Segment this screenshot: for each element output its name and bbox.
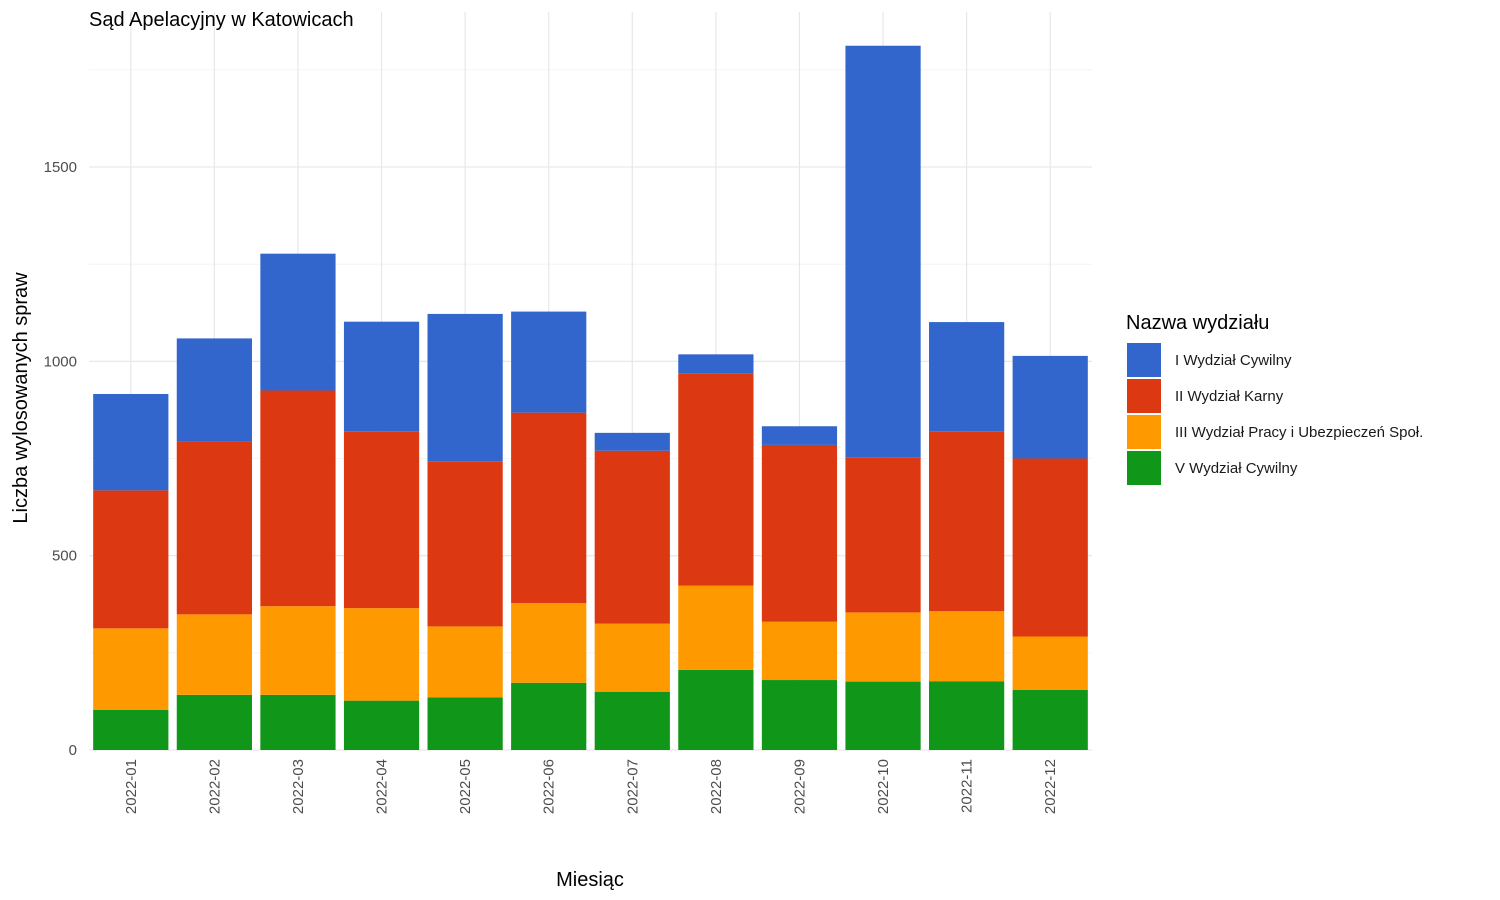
bar-segment xyxy=(260,694,336,750)
bar-segment xyxy=(761,680,838,750)
bar-segment xyxy=(343,608,420,701)
bar-segment xyxy=(594,450,670,624)
bar-segment xyxy=(929,611,1005,682)
x-tick-label: 2022-06 xyxy=(541,759,558,814)
x-tick-label: 2022-05 xyxy=(457,759,474,814)
bars xyxy=(93,45,1088,750)
bar-segment xyxy=(93,393,169,491)
legend-key xyxy=(1127,379,1161,413)
bar-segment xyxy=(1012,636,1088,690)
legend-key xyxy=(1127,343,1161,377)
bar-segment xyxy=(594,432,670,451)
bar-segment xyxy=(761,426,838,445)
bar-segment xyxy=(427,313,503,462)
x-tick-label: 2022-11 xyxy=(959,759,976,813)
bar-segment xyxy=(427,697,503,750)
bar-segment xyxy=(343,431,420,609)
bar-segment xyxy=(93,490,169,629)
bar-segment xyxy=(176,441,252,615)
y-tick-label: 500 xyxy=(52,548,77,565)
bar-segment xyxy=(176,614,252,695)
bar-segment xyxy=(1012,458,1088,637)
bar-segment xyxy=(343,321,420,432)
x-tick-label: 2022-03 xyxy=(290,759,307,814)
bar-segment xyxy=(678,354,754,374)
y-axis-title: Liczba wylosowanych spraw xyxy=(10,272,32,524)
bar-segment xyxy=(678,585,754,670)
x-tick-label: 2022-02 xyxy=(206,759,223,814)
x-tick-label: 2022-08 xyxy=(708,759,725,814)
bar-segment xyxy=(929,431,1005,612)
x-tick-label: 2022-01 xyxy=(123,759,140,814)
legend-label: V Wydział Cywilny xyxy=(1175,460,1298,477)
x-tick-label: 2022-10 xyxy=(875,759,892,814)
bar-segment xyxy=(427,626,503,698)
bar-segment xyxy=(678,373,754,586)
legend-key xyxy=(1127,415,1161,449)
legend: Nazwa wydziału I Wydział Cywilny II Wydzi… xyxy=(1126,312,1423,485)
bar-segment xyxy=(594,623,670,692)
chart-title: Sąd Apelacyjny w Katowicach xyxy=(89,9,354,31)
bar-segment xyxy=(845,681,921,750)
bar-segment xyxy=(845,457,921,613)
bar-segment xyxy=(929,322,1005,432)
legend-label: III Wydział Pracy i Ubezpieczeń Społ. xyxy=(1175,424,1423,441)
bar-segment xyxy=(260,390,336,607)
bar-segment xyxy=(511,682,587,750)
y-tick-label: 0 xyxy=(69,742,77,759)
bar-segment xyxy=(176,338,252,442)
bar-segment xyxy=(176,694,252,750)
y-axis-ticks: 0 500 1000 1500 xyxy=(44,159,77,759)
bar-segment xyxy=(845,45,921,458)
x-tick-label: 2022-12 xyxy=(1042,759,1059,814)
legend-label: II Wydział Karny xyxy=(1175,388,1284,405)
legend-label: I Wydział Cywilny xyxy=(1175,352,1292,369)
bar-segment xyxy=(845,612,921,682)
bar-segment xyxy=(511,311,587,413)
bar-segment xyxy=(1012,355,1088,459)
bar-segment xyxy=(93,628,169,710)
bar-segment xyxy=(1012,689,1088,750)
x-tick-label: 2022-04 xyxy=(374,759,391,814)
bar-segment xyxy=(929,681,1005,750)
bar-segment xyxy=(260,606,336,695)
bar-segment xyxy=(511,412,587,604)
legend-title: Nazwa wydziału xyxy=(1126,312,1269,334)
bar-segment xyxy=(761,444,838,622)
x-tick-label: 2022-09 xyxy=(791,759,808,814)
bar-segment xyxy=(761,621,838,681)
legend-key xyxy=(1127,451,1161,485)
bar-segment xyxy=(511,603,587,683)
bar-segment xyxy=(343,700,420,750)
bar-segment xyxy=(594,691,670,750)
bar-segment xyxy=(427,461,503,627)
y-tick-label: 1000 xyxy=(44,353,77,370)
bar-segment xyxy=(260,253,336,391)
x-axis-title: Miesiąc xyxy=(556,869,624,891)
x-axis-ticks: 2022-01 2022-02 2022-03 2022-04 2022-05 2022-… xyxy=(123,759,1059,814)
y-tick-label: 1500 xyxy=(44,159,77,176)
bar-segment xyxy=(93,709,169,750)
bar-segment xyxy=(678,669,754,750)
x-tick-label: 2022-07 xyxy=(624,759,641,814)
